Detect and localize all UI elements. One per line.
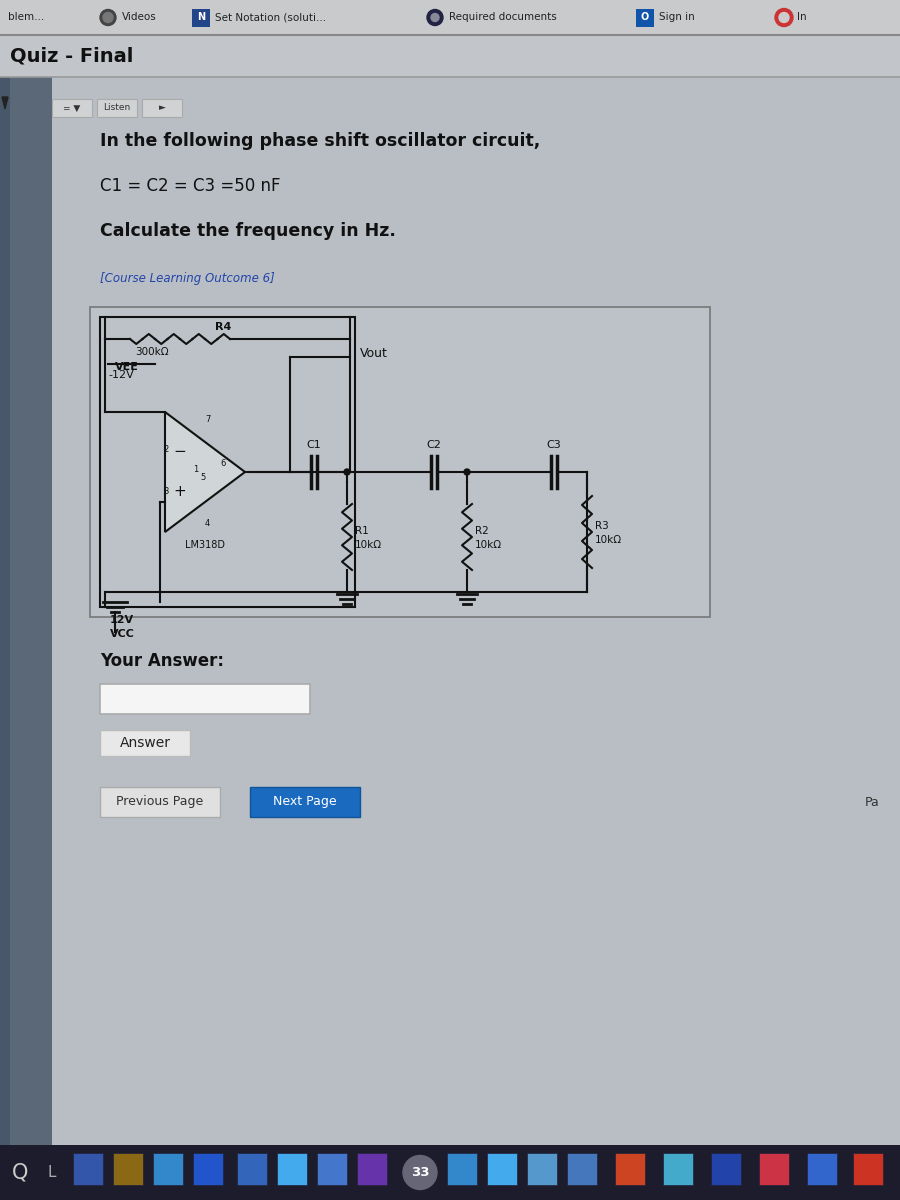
Text: C1: C1 <box>307 440 321 450</box>
Bar <box>567 1153 597 1186</box>
Text: -12V: -12V <box>108 370 134 380</box>
Bar <box>100 317 355 607</box>
Text: Sign in: Sign in <box>659 12 695 23</box>
Text: In the following phase shift oscillator circuit,: In the following phase shift oscillator … <box>100 132 540 150</box>
Text: C3: C3 <box>546 440 562 450</box>
Text: Listen: Listen <box>104 103 130 113</box>
Bar <box>100 684 310 714</box>
Bar <box>113 1153 143 1186</box>
Text: Quiz - Final: Quiz - Final <box>10 47 133 66</box>
Bar <box>317 1153 347 1186</box>
Text: R2: R2 <box>475 526 489 536</box>
Text: Set Notation (soluti...: Set Notation (soluti... <box>215 12 326 23</box>
Circle shape <box>103 12 113 23</box>
Text: 10kΩ: 10kΩ <box>595 535 622 545</box>
Bar <box>0 77 900 1145</box>
Text: C1 = C2 = C3 =50 nF: C1 = C2 = C3 =50 nF <box>100 176 281 194</box>
Bar <box>100 730 190 756</box>
Bar <box>759 1153 789 1186</box>
Text: 7: 7 <box>205 415 211 425</box>
Bar <box>0 1145 900 1200</box>
Bar <box>711 1153 741 1186</box>
Text: 4: 4 <box>205 520 211 528</box>
Text: ►: ► <box>158 103 166 113</box>
Text: R4: R4 <box>215 322 231 332</box>
Text: 6: 6 <box>220 460 225 468</box>
Circle shape <box>100 10 116 25</box>
Circle shape <box>403 1156 437 1189</box>
Bar <box>487 1153 517 1186</box>
Bar <box>192 8 210 26</box>
Bar <box>853 1153 883 1186</box>
Bar <box>90 307 710 617</box>
Bar <box>0 35 900 77</box>
Bar <box>142 98 182 116</box>
Text: VEE: VEE <box>115 362 139 372</box>
Bar <box>0 0 900 35</box>
Text: LM318D: LM318D <box>185 540 225 550</box>
Bar <box>807 1153 837 1186</box>
Text: Pa: Pa <box>865 796 880 809</box>
Text: 10kΩ: 10kΩ <box>355 540 382 550</box>
Text: C2: C2 <box>427 440 441 450</box>
Text: +: + <box>173 485 185 499</box>
Bar <box>193 1153 223 1186</box>
Text: 5: 5 <box>200 473 205 481</box>
Text: 3: 3 <box>163 487 168 497</box>
Bar <box>73 1153 103 1186</box>
Text: 2: 2 <box>163 445 168 455</box>
Bar <box>277 1153 307 1186</box>
Text: = ▼: = ▼ <box>63 103 81 113</box>
Text: N: N <box>197 12 205 23</box>
Text: Your Answer:: Your Answer: <box>100 652 224 670</box>
Circle shape <box>775 8 793 26</box>
Text: Calculate the frequency in Hz.: Calculate the frequency in Hz. <box>100 222 396 240</box>
Bar <box>663 1153 693 1186</box>
Polygon shape <box>2 97 8 109</box>
Text: 33: 33 <box>410 1166 429 1178</box>
Text: 1: 1 <box>193 466 198 474</box>
Text: −: − <box>173 444 185 460</box>
Text: Vout: Vout <box>360 347 388 360</box>
Bar <box>100 787 220 817</box>
Text: Q: Q <box>12 1163 28 1182</box>
Text: 300kΩ: 300kΩ <box>135 347 168 358</box>
Text: [Course Learning Outcome 6]: [Course Learning Outcome 6] <box>100 272 274 284</box>
Text: R1: R1 <box>355 526 369 536</box>
Text: Required documents: Required documents <box>449 12 557 23</box>
Circle shape <box>344 469 350 475</box>
Bar <box>52 98 92 116</box>
Circle shape <box>779 12 789 23</box>
Circle shape <box>427 10 443 25</box>
Bar <box>447 1153 477 1186</box>
Polygon shape <box>165 412 245 532</box>
Circle shape <box>431 13 439 22</box>
Bar <box>250 787 360 817</box>
Bar <box>636 8 654 26</box>
Circle shape <box>464 469 470 475</box>
Text: O: O <box>641 12 649 23</box>
Bar <box>237 1153 267 1186</box>
Text: Previous Page: Previous Page <box>116 796 203 809</box>
Bar <box>97 98 137 116</box>
Bar <box>527 1153 557 1186</box>
Bar <box>10 77 52 1145</box>
Text: Next Page: Next Page <box>274 796 337 809</box>
Text: In: In <box>797 12 806 23</box>
Text: R3: R3 <box>595 521 608 530</box>
Text: Answer: Answer <box>120 736 170 750</box>
Text: blem...: blem... <box>8 12 44 23</box>
Text: Videos: Videos <box>122 12 157 23</box>
Bar <box>615 1153 645 1186</box>
Text: L: L <box>48 1165 56 1180</box>
Bar <box>153 1153 183 1186</box>
Text: 10kΩ: 10kΩ <box>475 540 502 550</box>
Text: 12V: 12V <box>110 614 134 625</box>
Bar <box>0 77 10 1145</box>
Bar <box>357 1153 387 1186</box>
Text: VCC: VCC <box>110 629 135 638</box>
